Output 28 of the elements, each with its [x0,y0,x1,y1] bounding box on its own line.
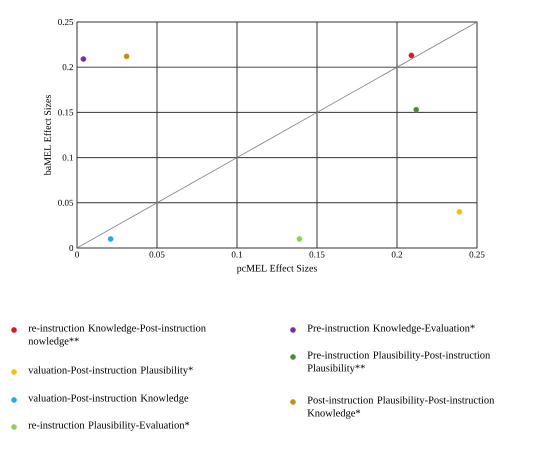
legend-label: valuation-Post-instruction Knowledge [28,394,188,404]
x-tick-label: 0 [75,252,79,258]
y-tick-label: 0.2 [62,64,73,70]
legend-label: re-instruction Knowledge-Post-instruction nowledge** [28,324,206,347]
point [413,106,419,112]
x-tick-label: 0.15 [310,252,325,258]
legend-label: Post-instruction Plausibility-Post-instruction Knowledge* [308,396,494,419]
point [408,52,414,58]
y-tick-label: 0 [69,244,74,252]
y-axis-title: baMEL Effect Sizes [44,95,51,176]
x-axis-title: pcMEL Effect Sizes [236,264,317,274]
legend-label: Pre-instruction Knowledge-Evaluation* [308,324,475,334]
point [456,209,462,215]
y-tick-label: 0.05 [58,200,74,206]
legend-label: Pre-instruction Plausibility-Post-instruction Plausibility** [308,351,490,374]
y-tick-label: 0.1 [62,154,73,161]
x-tick-label: 0.25 [470,252,485,258]
point [108,236,114,242]
point [124,54,130,60]
y-tick-label: 0.25 [58,18,74,26]
point [296,236,302,242]
legend-label: valuation-Post-instruction Plausibility* [28,366,193,376]
y-tick-label: 0.15 [58,109,74,116]
point [80,56,86,62]
x-tick-label: 0.1 [232,252,242,258]
x-tick-label: 0.05 [150,252,165,258]
legend-label: re-instruction Plausibility-Evaluation* [28,421,190,431]
x-tick-label: 0.2 [392,252,402,258]
